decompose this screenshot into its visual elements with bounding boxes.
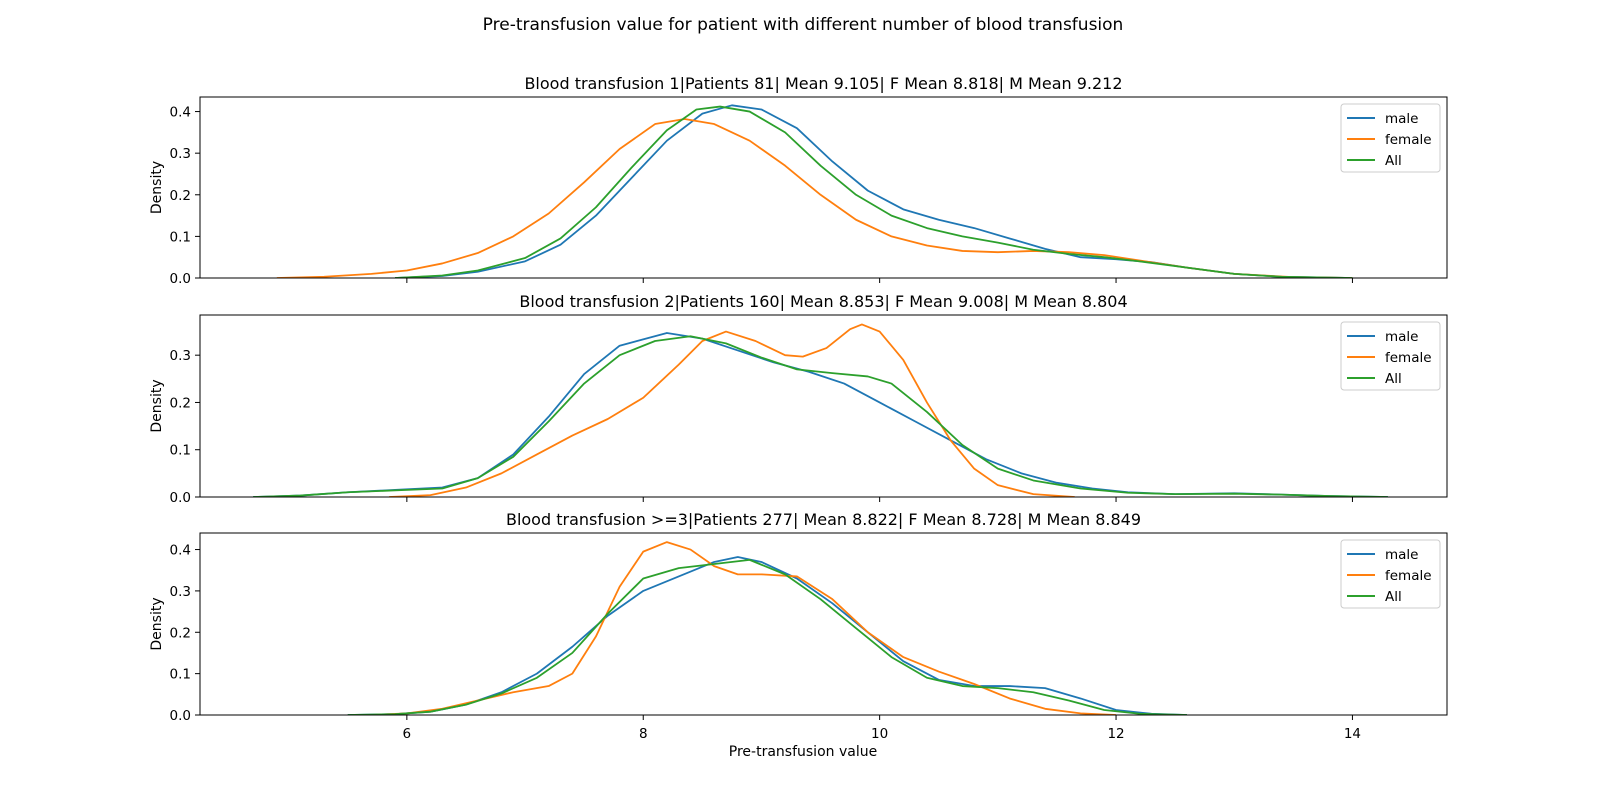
y-tick-label: 0.1 — [170, 443, 191, 459]
figure-suptitle: Pre-transfusion value for patient with d… — [483, 15, 1124, 35]
y-tick-label: 0.3 — [170, 146, 191, 162]
legend-label: female — [1385, 568, 1432, 584]
y-tick-label: 0.4 — [170, 105, 191, 121]
y-tick-label: 0.0 — [170, 490, 191, 506]
legend: male female All — [1340, 539, 1441, 609]
series-line-male — [253, 332, 1388, 497]
x-tick-label: 12 — [1107, 726, 1124, 742]
series-line-male — [347, 556, 1187, 715]
y-tick-label: 0.2 — [170, 625, 191, 641]
y-axis-label: Density — [149, 161, 165, 214]
legend-box — [1340, 103, 1441, 173]
series-line-female — [276, 118, 1353, 278]
x-tick-label: 14 — [1344, 726, 1361, 742]
subplot-title: Blood transfusion 1|Patients 81| Mean 9.… — [524, 74, 1122, 93]
subplot-transfusion-2: Blood transfusion 2|Patients 160| Mean 8… — [149, 292, 1448, 506]
series-line-all — [347, 558, 1187, 715]
legend-label: male — [1385, 329, 1418, 345]
legend-label: female — [1385, 350, 1432, 366]
legend: male female All — [1340, 321, 1441, 391]
series-line-male — [394, 104, 1353, 278]
y-tick-label: 0.2 — [170, 395, 191, 411]
subplot-transfusion-3-plus: Blood transfusion >=3|Patients 277| Mean… — [149, 510, 1448, 742]
series-line-all — [394, 105, 1353, 278]
y-tick-label: 0.3 — [170, 584, 191, 600]
axes-frame — [199, 314, 1448, 498]
y-tick-label: 0.3 — [170, 348, 191, 364]
series-line-all — [253, 335, 1388, 497]
y-tick-label: 0.0 — [170, 271, 191, 287]
legend-label: female — [1385, 132, 1432, 148]
series-line-female — [371, 541, 1117, 715]
y-axis-label: Density — [149, 379, 165, 432]
y-tick-label: 0.0 — [170, 708, 191, 724]
axes-frame — [199, 96, 1448, 279]
x-tick-label: 6 — [403, 726, 412, 742]
legend-label: All — [1385, 589, 1402, 605]
x-tick-label: 8 — [639, 726, 648, 742]
axes-frame — [199, 532, 1448, 716]
legend-label: All — [1385, 371, 1402, 387]
subplot-transfusion-1: Blood transfusion 1|Patients 81| Mean 9.… — [149, 74, 1448, 287]
y-tick-label: 0.1 — [170, 667, 191, 683]
legend-label: All — [1385, 153, 1402, 169]
y-tick-label: 0.1 — [170, 229, 191, 245]
x-tick-label: 10 — [871, 726, 888, 742]
legend-box — [1340, 539, 1441, 609]
y-tick-label: 0.4 — [170, 543, 191, 559]
legend-label: male — [1385, 547, 1418, 563]
subplot-title: Blood transfusion 2|Patients 160| Mean 8… — [519, 292, 1127, 311]
figure-xlabel: Pre-transfusion value — [729, 744, 877, 760]
legend-box — [1340, 321, 1441, 391]
subplot-title: Blood transfusion >=3|Patients 277| Mean… — [506, 510, 1141, 529]
legend: male female All — [1340, 103, 1441, 173]
y-tick-label: 0.2 — [170, 188, 191, 204]
legend-label: male — [1385, 111, 1418, 127]
series-line-female — [389, 323, 1075, 497]
y-axis-label: Density — [149, 597, 165, 650]
